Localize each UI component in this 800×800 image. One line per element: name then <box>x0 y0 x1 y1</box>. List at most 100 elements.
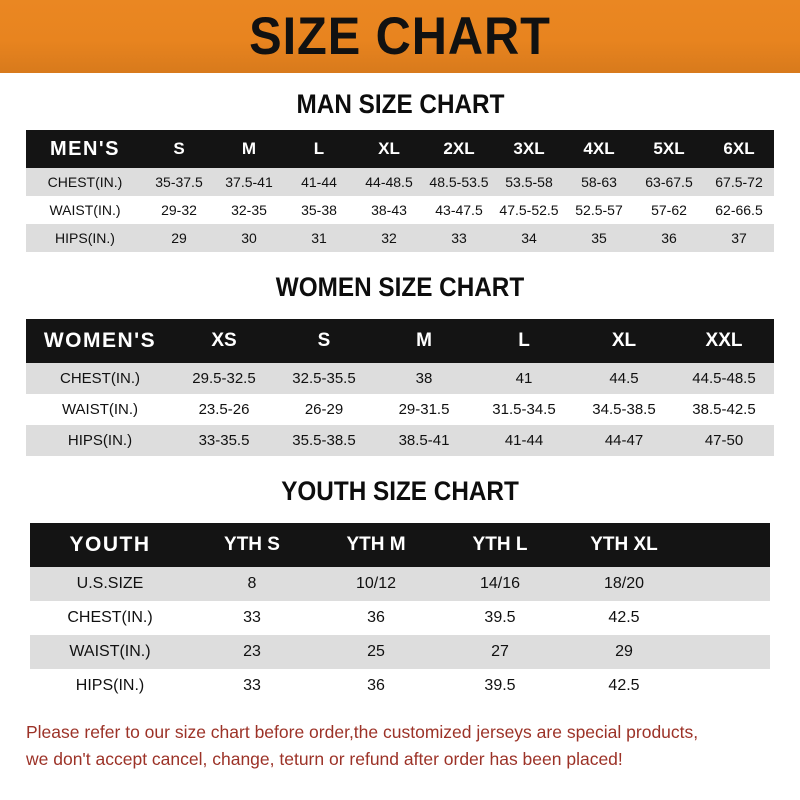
men-row-chest: CHEST(IN.) 35-37.5 37.5-41 41-44 44-48.5… <box>26 168 774 196</box>
men-header-label: MEN'S <box>26 130 144 168</box>
men-hips-5xl: 36 <box>634 224 704 252</box>
women-header-size-xs: XS <box>174 319 274 363</box>
men-waist-6xl: 62-66.5 <box>704 196 774 224</box>
men-header-size-xl: XL <box>354 130 424 168</box>
women-waist-s: 26-29 <box>274 394 374 425</box>
women-hips-s: 35.5-38.5 <box>274 425 374 456</box>
men-hips-6xl: 37 <box>704 224 774 252</box>
women-header-size-xl: XL <box>574 319 674 363</box>
youth-row-ussize: U.S.SIZE 8 10/12 14/16 18/20 <box>30 567 770 601</box>
youth-row-chest: CHEST(IN.) 33 36 39.5 42.5 <box>30 601 770 635</box>
men-row-waist-label: WAIST(IN.) <box>26 196 144 224</box>
youth-row-waist: WAIST(IN.) 23 25 27 29 <box>30 635 770 669</box>
men-hips-m: 30 <box>214 224 284 252</box>
youth-waist-xl: 29 <box>562 635 686 669</box>
men-header-size-3xl: 3XL <box>494 130 564 168</box>
men-waist-l: 35-38 <box>284 196 354 224</box>
women-hips-xl: 44-47 <box>574 425 674 456</box>
man-section-title: MAN SIZE CHART <box>0 91 800 118</box>
men-chest-2xl: 48.5-53.5 <box>424 168 494 196</box>
men-waist-s: 29-32 <box>144 196 214 224</box>
youth-header-spacer <box>686 523 770 567</box>
men-header-size-l: L <box>284 130 354 168</box>
youth-header-size-s: YTH S <box>190 523 314 567</box>
men-header-size-2xl: 2XL <box>424 130 494 168</box>
men-row-hips-label: HIPS(IN.) <box>26 224 144 252</box>
men-chest-4xl: 58-63 <box>564 168 634 196</box>
men-chest-6xl: 67.5-72 <box>704 168 774 196</box>
men-hips-3xl: 34 <box>494 224 564 252</box>
women-chest-m: 38 <box>374 363 474 394</box>
youth-chest-s: 33 <box>190 601 314 635</box>
men-waist-5xl: 57-62 <box>634 196 704 224</box>
women-waist-l: 31.5-34.5 <box>474 394 574 425</box>
youth-ussize-xl: 18/20 <box>562 567 686 601</box>
men-row-waist: WAIST(IN.) 29-32 32-35 35-38 38-43 43-47… <box>26 196 774 224</box>
women-table-header-row: WOMEN'S XS S M L XL XXL <box>26 319 774 363</box>
youth-header-size-m: YTH M <box>314 523 438 567</box>
women-hips-l: 41-44 <box>474 425 574 456</box>
women-hips-xxl: 47-50 <box>674 425 774 456</box>
women-header-size-xxl: XXL <box>674 319 774 363</box>
youth-row-waist-label: WAIST(IN.) <box>30 635 190 669</box>
women-hips-xs: 33-35.5 <box>174 425 274 456</box>
women-hips-m: 38.5-41 <box>374 425 474 456</box>
men-chest-3xl: 53.5-58 <box>494 168 564 196</box>
youth-waist-s: 23 <box>190 635 314 669</box>
men-waist-3xl: 47.5-52.5 <box>494 196 564 224</box>
men-header-size-6xl: 6XL <box>704 130 774 168</box>
youth-chest-xl: 42.5 <box>562 601 686 635</box>
footer-disclaimer-line-2: we don't accept cancel, change, teturn o… <box>26 749 623 770</box>
youth-ussize-m: 10/12 <box>314 567 438 601</box>
women-chest-xs: 29.5-32.5 <box>174 363 274 394</box>
women-chest-l: 41 <box>474 363 574 394</box>
women-row-hips-label: HIPS(IN.) <box>26 425 174 456</box>
men-header-size-4xl: 4XL <box>564 130 634 168</box>
men-hips-4xl: 35 <box>564 224 634 252</box>
men-waist-2xl: 43-47.5 <box>424 196 494 224</box>
youth-hips-s: 33 <box>190 669 314 703</box>
youth-chest-m: 36 <box>314 601 438 635</box>
youth-row-hips-label: HIPS(IN.) <box>30 669 190 703</box>
youth-row-hips: HIPS(IN.) 33 36 39.5 42.5 <box>30 669 770 703</box>
youth-table-header-row: YOUTH YTH S YTH M YTH L YTH XL <box>30 523 770 567</box>
youth-hips-m: 36 <box>314 669 438 703</box>
men-header-size-m: M <box>214 130 284 168</box>
women-size-table: WOMEN'S XS S M L XL XXL CHEST(IN.) 29.5-… <box>26 319 774 456</box>
men-waist-m: 32-35 <box>214 196 284 224</box>
women-header-size-s: S <box>274 319 374 363</box>
men-chest-s: 35-37.5 <box>144 168 214 196</box>
footer-disclaimer: Please refer to our size chart before or… <box>26 719 774 773</box>
footer-disclaimer-line-1: Please refer to our size chart before or… <box>26 722 699 742</box>
women-chest-s: 32.5-35.5 <box>274 363 374 394</box>
men-row-hips: HIPS(IN.) 29 30 31 32 33 34 35 36 37 <box>26 224 774 252</box>
men-hips-2xl: 33 <box>424 224 494 252</box>
women-row-waist: WAIST(IN.) 23.5-26 26-29 29-31.5 31.5-34… <box>26 394 774 425</box>
women-waist-xl: 34.5-38.5 <box>574 394 674 425</box>
women-waist-xxl: 38.5-42.5 <box>674 394 774 425</box>
youth-section-title-text: YOUTH SIZE CHART <box>281 476 519 506</box>
men-hips-l: 31 <box>284 224 354 252</box>
women-section-title: WOMEN SIZE CHART <box>0 274 800 301</box>
women-row-chest-label: CHEST(IN.) <box>26 363 174 394</box>
women-row-hips: HIPS(IN.) 33-35.5 35.5-38.5 38.5-41 41-4… <box>26 425 774 456</box>
women-waist-m: 29-31.5 <box>374 394 474 425</box>
youth-waist-spacer <box>686 635 770 669</box>
men-size-table: MEN'S S M L XL 2XL 3XL 4XL 5XL 6XL CHEST… <box>26 130 774 252</box>
youth-chest-l: 39.5 <box>438 601 562 635</box>
men-hips-s: 29 <box>144 224 214 252</box>
youth-ussize-l: 14/16 <box>438 567 562 601</box>
women-section-title-text: WOMEN SIZE CHART <box>275 272 525 302</box>
women-header-size-l: L <box>474 319 574 363</box>
men-row-chest-label: CHEST(IN.) <box>26 168 144 196</box>
men-chest-xl: 44-48.5 <box>354 168 424 196</box>
youth-waist-m: 25 <box>314 635 438 669</box>
women-header-size-m: M <box>374 319 474 363</box>
men-chest-m: 37.5-41 <box>214 168 284 196</box>
youth-hips-xl: 42.5 <box>562 669 686 703</box>
youth-waist-l: 27 <box>438 635 562 669</box>
men-header-size-s: S <box>144 130 214 168</box>
youth-hips-l: 39.5 <box>438 669 562 703</box>
youth-ussize-spacer <box>686 567 770 601</box>
women-chest-xxl: 44.5-48.5 <box>674 363 774 394</box>
